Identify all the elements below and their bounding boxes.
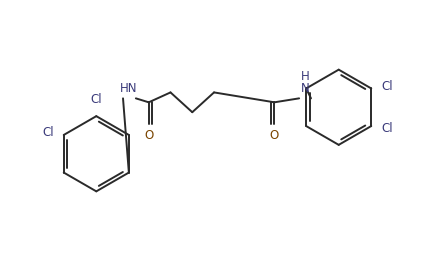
Text: Cl: Cl [380, 122, 392, 134]
Text: Cl: Cl [42, 127, 54, 139]
Text: H
N: H N [300, 70, 309, 95]
Text: Cl: Cl [380, 80, 392, 93]
Text: O: O [144, 129, 153, 142]
Text: O: O [269, 129, 278, 142]
Text: HN: HN [120, 82, 138, 95]
Text: Cl: Cl [90, 93, 102, 106]
